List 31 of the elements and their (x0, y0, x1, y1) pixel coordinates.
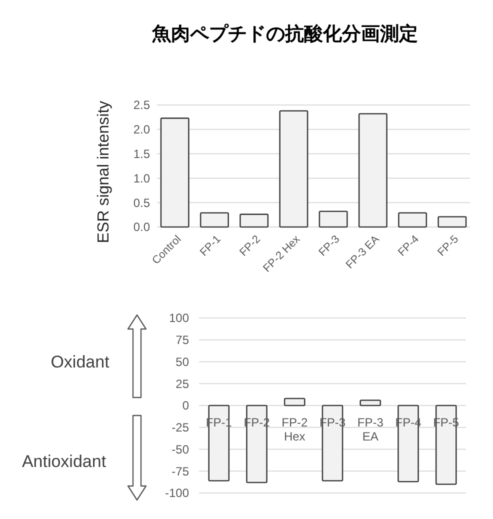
bar (360, 400, 382, 406)
bar (279, 110, 308, 228)
bar (438, 216, 467, 228)
chart-title: 魚肉ペプチドの抗酸化分画測定 (151, 23, 418, 45)
y-tick-label: -100 (164, 486, 190, 500)
bar (318, 210, 348, 228)
y-tick-label: 2.5 (133, 98, 150, 112)
y-axis-title: ESR signal intensity (96, 100, 113, 244)
x-tick-label: FP-3 EA (357, 416, 384, 444)
y-tick-label: 2.0 (133, 122, 150, 137)
text: Antioxidant (22, 452, 106, 472)
bar (160, 118, 190, 228)
y-tick-label: -75 (172, 464, 190, 478)
x-tick-label: FP-2 Hex (282, 416, 308, 444)
y-tick-label: 25 (176, 376, 190, 391)
y-tick-label: 100 (168, 311, 190, 326)
y-tick-label: 0.0 (133, 220, 150, 234)
y-tick-label: 0.5 (133, 196, 150, 210)
bar (398, 212, 428, 228)
y-tick-label: -50 (172, 442, 190, 456)
y-tick-label: 50 (176, 354, 190, 369)
bar (284, 398, 306, 406)
bar (358, 113, 388, 228)
y-tick-label: 75 (176, 333, 190, 348)
y-tick-label: 1.0 (133, 171, 150, 186)
y-tick-label: -25 (172, 420, 190, 435)
y-tick-label: 0 (182, 398, 190, 413)
bar (240, 214, 269, 228)
text: Oxidant (50, 352, 110, 372)
bar (200, 212, 229, 228)
y-tick-label: 1.5 (133, 147, 150, 161)
